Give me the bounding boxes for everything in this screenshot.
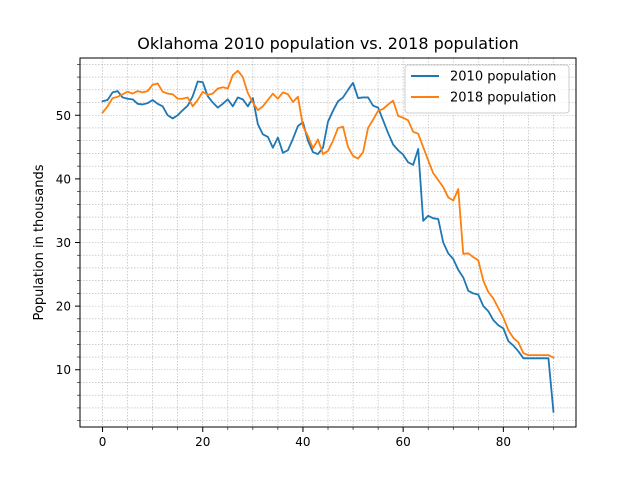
legend-box: [404, 64, 570, 114]
x-tick-label: 0: [99, 435, 107, 449]
y-tick-label: 40: [56, 172, 71, 186]
grid: [80, 58, 576, 427]
x-tick-label: 40: [295, 435, 310, 449]
axis-ticks: 0 20 40 60 80 10 20 30 40 50: [56, 64, 554, 449]
legend: 2010 population 2018 population: [404, 64, 570, 114]
y-tick-label: 30: [56, 236, 71, 250]
series-layer: [101, 69, 555, 413]
legend-label-2018: 2018 population: [450, 91, 556, 106]
y-tick-label: 50: [56, 109, 71, 123]
series-line-2010: [101, 80, 555, 413]
series-line-2018: [101, 69, 555, 359]
y-tick-label: 20: [56, 300, 71, 314]
y-tick-label: 10: [56, 363, 71, 377]
y-axis-label: Population in thousands: [32, 164, 47, 320]
legend-label-2010: 2010 population: [450, 70, 556, 85]
x-tick-label: 80: [496, 435, 511, 449]
x-tick-label: 60: [396, 435, 411, 449]
chart-title: Oklahoma 2010 population vs. 2018 popula…: [137, 34, 518, 53]
x-tick-label: 20: [195, 435, 210, 449]
